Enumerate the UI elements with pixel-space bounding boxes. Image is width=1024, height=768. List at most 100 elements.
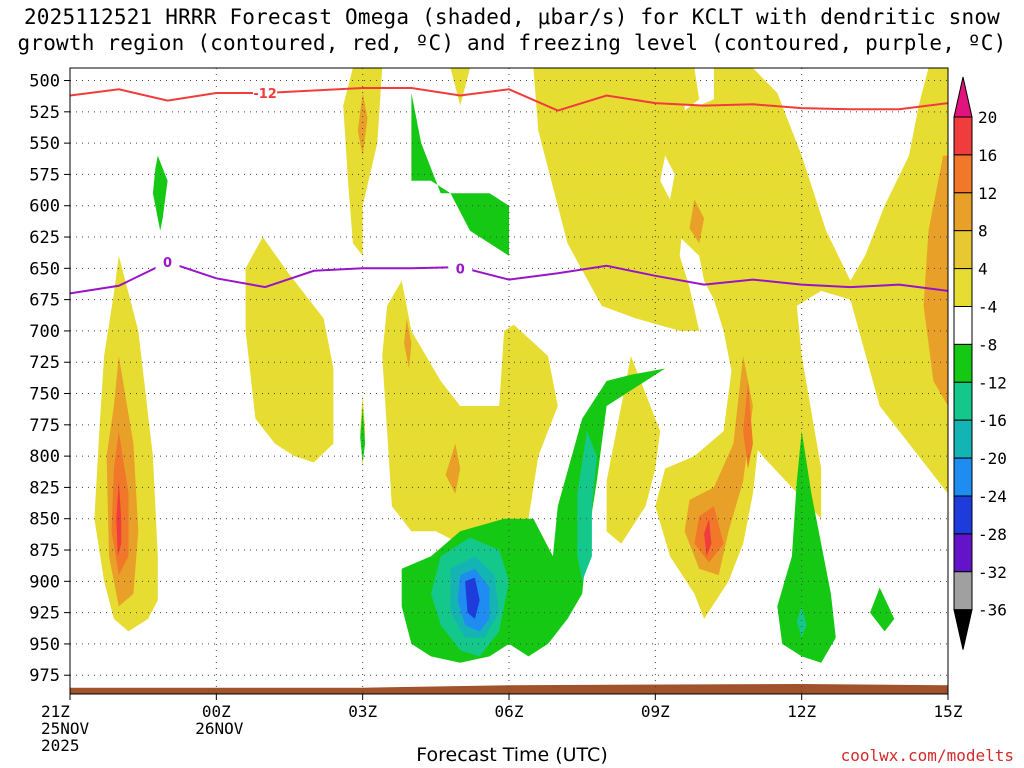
x-tick-label-12-0: 09Z	[641, 702, 670, 721]
y-tick-label-650: 650	[29, 259, 60, 279]
freezing-contour-label-2: 0	[448, 260, 473, 277]
y-axis: 500 525 550 575 600 625 650 675 700 725 750 775 800 8…	[29, 72, 70, 686]
omega-region-teal-08z	[577, 431, 597, 582]
contour-lines: -12 0 0	[70, 85, 948, 295]
omega-shading	[70, 68, 948, 694]
colorbar-swatch-gray	[953, 571, 973, 611]
omega-region-green-14z	[870, 587, 895, 632]
freezing-contour-label-1-bg	[155, 254, 180, 271]
colorbar-label-12: -32	[978, 563, 1007, 582]
colorbar-label-10: -24	[978, 487, 1007, 506]
colorbar-swatch-9	[953, 457, 973, 497]
colorbar-swatch-3	[953, 230, 973, 270]
y-tick-label-925: 925	[29, 604, 60, 624]
dendritic-contour-label-text: -12	[253, 87, 277, 102]
grid-lines	[70, 68, 948, 694]
y-tick-label-675: 675	[29, 291, 60, 311]
colorbar-bottom-arrow	[953, 609, 973, 650]
freezing-contour-label-2-text: 0	[456, 262, 465, 277]
dendritic-contour-label: -12	[253, 85, 278, 102]
colorbar-label-4: 4	[978, 260, 988, 279]
x-tick-label-3-1: 26NOV	[195, 719, 244, 738]
y-tick-label-875: 875	[29, 541, 60, 561]
chart-title: 2025112521 HRRR Forecast Omega (shaded, …	[0, 4, 1024, 56]
dendritic-contour-label-bg	[253, 85, 278, 102]
y-tick-label-850: 850	[29, 510, 60, 530]
omega-region-darkblue-05z	[465, 577, 480, 619]
omega-region-gold-05z	[445, 443, 461, 494]
x-tick-label-0-1: 25NOV	[41, 719, 90, 738]
colorbar-swatch-10	[953, 495, 973, 535]
y-tick-label-725: 725	[29, 353, 60, 373]
colorbar-swatch-0	[953, 116, 973, 156]
y-tick-label-825: 825	[29, 478, 60, 498]
omega-region-gold-03z	[357, 93, 368, 156]
omega-region-green-00z	[152, 155, 168, 231]
colorbar-label-7: -12	[978, 373, 1007, 392]
omega-region-yellow-09z	[606, 356, 661, 544]
y-tick-label-950: 950	[29, 635, 60, 655]
y-tick-label-575: 575	[29, 165, 60, 185]
colorbar-label-6: -8	[978, 335, 997, 354]
x-tick-label-9-0: 06Z	[495, 702, 524, 721]
x-tick-label-0-2: 2025	[41, 736, 80, 755]
y-tick-label-800: 800	[29, 447, 60, 467]
colorbar-swatch-1	[953, 154, 973, 194]
y-tick-label-550: 550	[29, 134, 60, 154]
colorbar-swatch-7	[953, 381, 973, 421]
x-tick-label-0-0: 21Z	[41, 702, 70, 721]
omega-region-yellow-04z-top	[450, 68, 470, 106]
colorbar-label-9: -20	[978, 449, 1007, 468]
colorbar-label-1: 16	[978, 146, 997, 165]
omega-region-green-12z	[777, 431, 836, 663]
title-line-1: 2025112521 HRRR Forecast Omega (shaded, …	[23, 5, 1001, 29]
credit-text: coolwx.com/modelts	[840, 746, 1014, 765]
colorbar-label-3: 8	[978, 222, 988, 241]
colorbar-top-arrow	[953, 76, 973, 118]
colorbar-label-0: 20	[978, 108, 997, 127]
colorbar-swatch-6	[953, 343, 973, 383]
colorbar-label-2: 12	[978, 184, 997, 203]
omega-region-red-11z	[704, 518, 712, 557]
freezing-level-contour-line	[70, 261, 948, 295]
omega-region-yellow-05z	[382, 280, 558, 563]
colorbar-swatch-8	[953, 419, 973, 459]
omega-region-teal-12z	[796, 606, 807, 638]
freezing-contour-label-2-bg	[448, 260, 473, 277]
colorbar-label-8: -16	[978, 411, 1007, 430]
colorbar-swatch-11	[953, 533, 973, 573]
omega-region-gold-04z	[404, 318, 412, 369]
y-tick-label-775: 775	[29, 416, 60, 436]
x-tick-label-6-0: 03Z	[348, 702, 377, 721]
omega-region-yellow-11z	[655, 287, 763, 619]
freezing-contour-label-1-text: 0	[163, 256, 172, 271]
omega-region-yellow-03z-upper	[343, 68, 383, 256]
y-tick-label-525: 525	[29, 103, 60, 123]
omega-region-yellow-mid	[533, 68, 700, 331]
colorbar-label-13: -36	[978, 601, 1007, 620]
y-tick-label-750: 750	[29, 385, 60, 405]
omega-hole-white	[660, 155, 675, 200]
y-tick-label-500: 500	[29, 72, 60, 92]
y-tick-label-900: 900	[29, 572, 60, 592]
x-tick-label-3-0: 00Z	[202, 702, 231, 721]
colorbar-swatch-2	[953, 192, 973, 232]
colorbar-label-5: -4	[978, 298, 997, 317]
colorbar-swatch-4	[953, 268, 973, 308]
colorbar-swatch-5	[953, 306, 973, 345]
y-tick-label-600: 600	[29, 197, 60, 217]
omega-region-gold-small	[689, 199, 705, 244]
dendritic-contour-line	[70, 87, 948, 112]
omega-region-green-04z	[411, 93, 509, 256]
colorbar-label-11: -28	[978, 525, 1007, 544]
y-tick-label-625: 625	[29, 228, 60, 248]
y-tick-label-975: 975	[29, 666, 60, 686]
x-tick-label-18-0: 15Z	[934, 702, 963, 721]
x-axis-title: Forecast Time (UTC)	[416, 744, 608, 766]
ground-strip	[70, 684, 948, 694]
omega-region-yellow-01z	[245, 237, 334, 463]
freezing-contour-label-1: 0	[155, 254, 180, 271]
omega-region-gold-edge	[923, 155, 948, 406]
title-line-2: growth region (contoured, red, ºC) and f…	[17, 31, 1007, 55]
